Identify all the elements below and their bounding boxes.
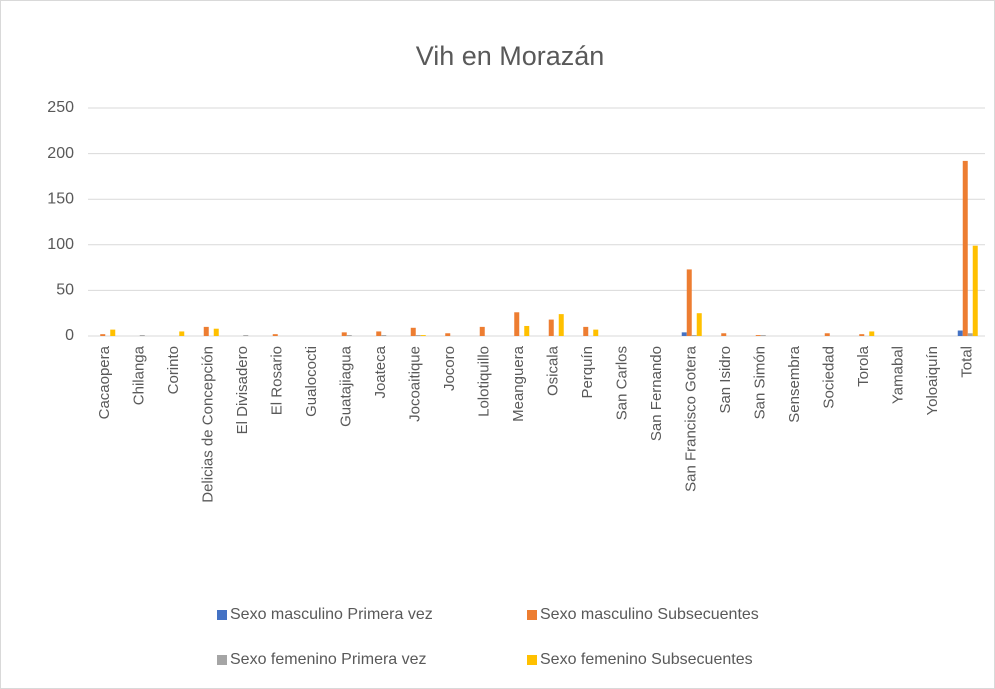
legend-label: Sexo femenino Subsecuentes — [540, 651, 753, 668]
bar — [381, 335, 387, 336]
y-tick-label: 0 — [65, 327, 74, 344]
bar — [524, 325, 530, 336]
bar — [967, 333, 973, 336]
y-tick-label: 150 — [47, 190, 74, 207]
x-tick-label: Torola — [855, 345, 872, 387]
x-tick-label: El Rosario — [269, 346, 286, 415]
bar — [583, 326, 589, 336]
bar — [755, 335, 761, 336]
bar — [962, 160, 968, 336]
bar — [445, 333, 451, 336]
bar — [593, 329, 599, 336]
bar — [548, 319, 554, 336]
x-tick-label: San Fernando — [648, 346, 665, 441]
bar — [721, 333, 727, 336]
x-tick-label: Jocoro — [441, 346, 458, 391]
legend-swatch — [217, 610, 227, 620]
bar — [558, 314, 564, 336]
x-tick-label: Sensembra — [786, 345, 803, 422]
y-tick-label: 250 — [47, 99, 74, 116]
x-tick-label: Joateca — [372, 345, 389, 398]
y-tick-label: 100 — [47, 236, 74, 253]
x-tick-label: Jocoaitique — [407, 346, 424, 422]
x-tick-label: Chilanga — [131, 345, 148, 405]
x-tick-label: Cacaopera — [96, 345, 113, 419]
bar — [859, 334, 865, 336]
bar — [410, 327, 416, 336]
bar — [341, 332, 347, 336]
x-tick-label: Gualococti — [303, 346, 320, 417]
bar — [696, 313, 702, 336]
x-tick-label: Osicala — [545, 345, 562, 396]
x-tick-label: Yamabal — [890, 346, 907, 404]
legend-swatch — [527, 655, 537, 665]
bar — [691, 335, 697, 336]
x-tick-label: San Francisco Gotera — [683, 345, 700, 492]
x-tick-label: San Carlos — [614, 346, 631, 420]
legend-label: Sexo femenino Primera vez — [230, 651, 427, 668]
chart-title: Vih en Morazán — [416, 41, 605, 71]
bar — [110, 329, 116, 336]
bar — [376, 331, 382, 336]
bar — [272, 334, 278, 336]
legend-swatch — [217, 655, 227, 665]
x-tick-label: San Simón — [752, 346, 769, 419]
x-tick-label: San Isidro — [717, 346, 734, 414]
bar — [203, 326, 209, 336]
x-tick-label: Guatajiagua — [338, 345, 355, 427]
legend-label: Sexo masculino Primera vez — [230, 606, 433, 623]
x-tick-label: El Divisadero — [234, 346, 251, 434]
bar — [346, 335, 352, 336]
x-tick-label: Meanguera — [510, 345, 527, 422]
bar — [681, 332, 687, 336]
x-tick-label: Lolotiquillo — [476, 346, 493, 417]
bar — [760, 335, 766, 336]
bar — [243, 335, 249, 336]
bar — [972, 245, 978, 336]
bar — [100, 334, 106, 336]
bar — [139, 335, 145, 336]
x-tick-label: Perquín — [579, 346, 596, 399]
bar — [957, 330, 963, 336]
bar — [179, 331, 185, 336]
legend-swatch — [527, 610, 537, 620]
bar — [479, 326, 485, 336]
x-tick-label: Yoloaiquín — [924, 346, 941, 416]
x-tick-label: Delicias de Concepción — [200, 346, 217, 503]
bar — [686, 269, 692, 336]
x-tick-label: Sociedad — [821, 346, 838, 409]
bar — [213, 328, 219, 336]
bar — [514, 312, 520, 336]
y-tick-label: 50 — [56, 282, 74, 299]
bar — [420, 335, 426, 336]
legend-label: Sexo masculino Subsecuentes — [540, 606, 759, 623]
bar — [869, 331, 875, 336]
y-tick-label: 200 — [47, 145, 74, 162]
bar — [415, 335, 421, 336]
x-tick-label: Total — [959, 346, 976, 378]
bar — [824, 333, 830, 336]
x-tick-label: Corinto — [165, 346, 182, 394]
